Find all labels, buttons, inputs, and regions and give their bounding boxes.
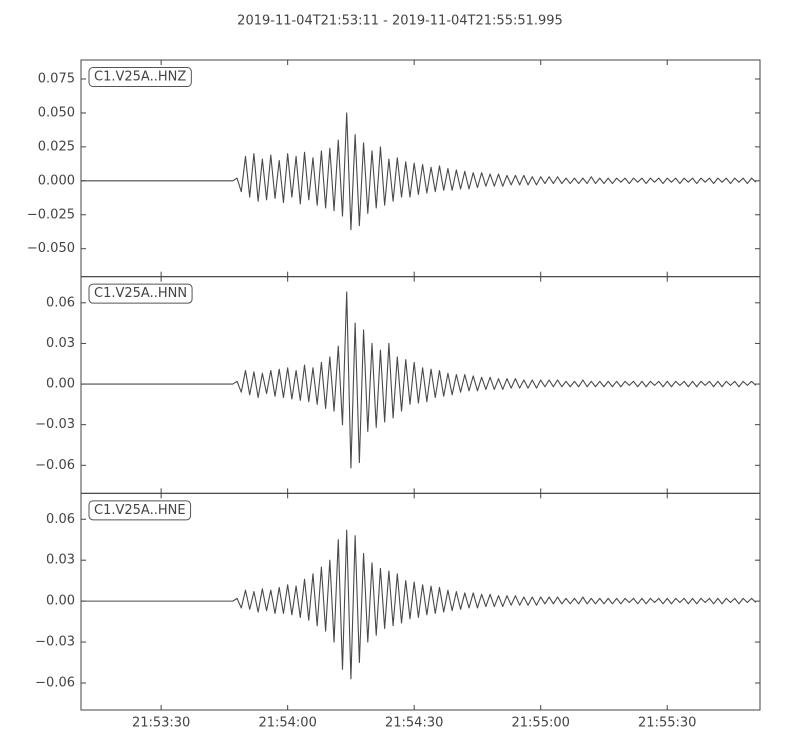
trace-label-box bbox=[88, 67, 192, 87]
x-tick-label: 21:55:00 bbox=[512, 716, 570, 731]
x-tick-label: 21:53:30 bbox=[132, 716, 190, 731]
x-tick-label: 21:55:30 bbox=[638, 716, 696, 731]
x-tick-label: 21:54:00 bbox=[258, 716, 316, 731]
y-tick-label: 0.06 bbox=[46, 512, 75, 527]
waveform bbox=[81, 112, 757, 231]
y-tick-label: 0.000 bbox=[38, 173, 75, 188]
trace-label: C1.V25A..HNN bbox=[94, 286, 187, 301]
y-tick-label: 0.025 bbox=[38, 139, 75, 154]
waveform bbox=[81, 291, 757, 469]
y-tick-label: 0.03 bbox=[46, 553, 75, 568]
x-tick-label: 21:54:30 bbox=[385, 716, 443, 731]
y-tick-label: 0.00 bbox=[46, 377, 75, 392]
y-tick-label: 0.00 bbox=[46, 594, 75, 609]
waveform bbox=[81, 529, 757, 680]
trace-label: C1.V25A..HNZ bbox=[94, 70, 186, 85]
y-tick-label: 0.03 bbox=[46, 336, 75, 351]
y-tick-label: −0.06 bbox=[35, 458, 75, 473]
y-tick-label: −0.050 bbox=[27, 241, 75, 256]
y-tick-label: 0.050 bbox=[38, 105, 75, 120]
y-tick-label: 0.06 bbox=[46, 295, 75, 310]
trace-label-box bbox=[88, 500, 192, 521]
trace-label-box bbox=[88, 283, 193, 304]
trace-label: C1.V25A..HNE bbox=[94, 503, 186, 518]
panel-frame bbox=[80, 492, 761, 711]
y-tick-label: −0.06 bbox=[35, 675, 75, 690]
y-tick-label: −0.03 bbox=[35, 417, 75, 432]
y-tick-label: 0.075 bbox=[38, 72, 75, 87]
y-tick-label: −0.03 bbox=[35, 635, 75, 650]
chart-title: 2019-11-04T21:53:11 - 2019-11-04T21:55:5… bbox=[237, 14, 563, 29]
y-tick-label: −0.025 bbox=[27, 207, 75, 222]
